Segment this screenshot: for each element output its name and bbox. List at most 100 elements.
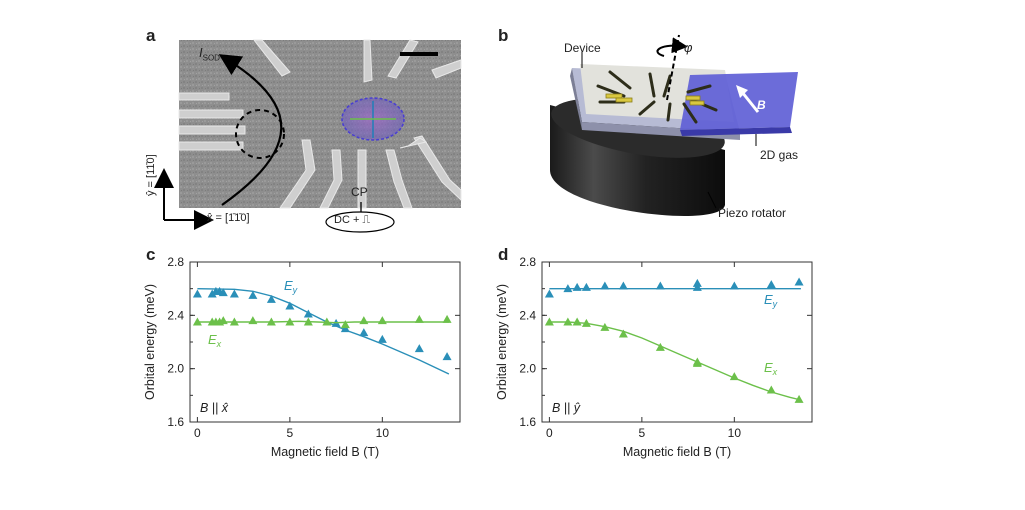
chart-c: 0 5 10 1.6 2.0 2.4 2.8 Magnetic field B (T) Orbi… (143, 255, 461, 459)
series-label-ey: Ey (284, 278, 298, 295)
data-point-ex (563, 317, 573, 326)
data-point-ey (692, 282, 702, 291)
panel-letter-b: b (498, 26, 509, 45)
b-label: B (757, 98, 766, 112)
scale-bar (400, 52, 438, 56)
data-point-ex (600, 322, 610, 331)
x-axis-label: Magnetic field B (T) (271, 445, 379, 459)
panel-letter-a: a (146, 26, 156, 45)
data-point-ex (377, 316, 387, 325)
field-direction-annotation: B || x̂ (200, 401, 229, 415)
data-point-ex (794, 394, 804, 403)
data-point-ey (414, 344, 424, 353)
y-tick-label: 2.8 (519, 255, 536, 269)
data-point-ey (285, 301, 295, 310)
panel-b-illustration (550, 34, 798, 217)
panel-a-micrograph (154, 39, 462, 233)
gas-label: 2D gas (760, 148, 799, 162)
y-tick-label: 2.0 (519, 362, 536, 376)
data-point-ey (572, 282, 582, 291)
data-point-ex (729, 372, 739, 381)
data-point-ex (581, 318, 591, 327)
gate-electrodes (178, 39, 462, 209)
rotation-arrow (656, 37, 688, 57)
data-point-ey (303, 309, 313, 318)
plot-frame (189, 261, 461, 423)
data-point-ex (285, 317, 295, 326)
x-tick-label: 5 (639, 426, 646, 440)
data-point-ey (442, 352, 452, 361)
data-point-ex (340, 320, 350, 329)
dc-pulse-source (325, 211, 395, 233)
data-point-ey (248, 290, 258, 299)
y-tick-label: 1.6 (519, 415, 536, 429)
sem-background (179, 40, 461, 208)
x-tick-label: 0 (194, 426, 201, 440)
fit-line-ex (549, 321, 802, 401)
data-point-ex (414, 314, 424, 323)
y-tick-label: 1.6 (167, 415, 184, 429)
x-tick-label: 10 (728, 426, 742, 440)
y-tick-label: 2.0 (167, 362, 184, 376)
cp-label: CP (351, 185, 368, 199)
data-point-ex (218, 316, 228, 325)
current-arc (218, 54, 283, 206)
data-point-ey (229, 289, 239, 298)
data-point-ex (442, 314, 452, 323)
sod-circle (235, 109, 285, 159)
y-axis-label: Orbital energy (meV) (143, 284, 157, 400)
data-point-ex (572, 317, 582, 326)
data-point-ex (692, 358, 702, 367)
data-point-ey (544, 289, 554, 298)
dc-pulse-label: DC + ⎍ (334, 214, 371, 226)
data-point-ey (192, 289, 202, 298)
fit-line-ey (197, 288, 450, 375)
data-point-ex (544, 317, 554, 326)
data-point-ex (229, 317, 239, 326)
phi-label: φ (684, 40, 693, 55)
panel-letter-d: d (498, 245, 509, 264)
rotator-label: Piezo rotator (718, 206, 787, 220)
x-axis-label: Magnetic field B (T) (623, 445, 731, 459)
b-field-arrow (740, 91, 760, 113)
data-point-ex (618, 329, 628, 338)
data-point-ey (766, 280, 776, 289)
data-point-ex (248, 316, 258, 325)
series-label-ex: Ex (208, 332, 222, 349)
data-point-ey (581, 282, 591, 291)
y-tick-label: 2.8 (167, 255, 184, 269)
series-label-ex: Ex (764, 360, 778, 377)
x-axis-label: x̂ = [1̄1̄0] (207, 212, 250, 224)
series-label-ey: Ey (764, 292, 778, 309)
data-point-ey (618, 281, 628, 290)
data-point-ey (266, 294, 276, 303)
x-tick-label: 5 (287, 426, 294, 440)
data-point-ey (377, 334, 387, 343)
device-label: Device (564, 41, 601, 55)
data-point-ey (563, 284, 573, 293)
y-axis-label: ŷ = [11̄0] (145, 154, 157, 196)
x-tick-label: 10 (376, 426, 390, 440)
data-point-ex (266, 317, 276, 326)
data-point-ex (303, 317, 313, 326)
data-point-ey (729, 281, 739, 290)
rotation-axis (666, 34, 680, 101)
panel-letter-c: c (146, 245, 156, 264)
data-point-ex (766, 385, 776, 394)
field-direction-annotation: B || ŷ (552, 401, 581, 415)
data-point-ey (794, 277, 804, 286)
data-point-ex (192, 317, 202, 326)
data-point-ey (218, 288, 228, 297)
x-tick-label: 0 (546, 426, 553, 440)
y-axis-label: Orbital energy (meV) (495, 284, 509, 400)
y-tick-label: 2.4 (519, 308, 536, 322)
data-point-ex (322, 317, 332, 326)
current-label: ISOD (199, 45, 220, 63)
y-tick-label: 2.4 (167, 308, 184, 322)
data-point-ey (359, 328, 369, 337)
data-point-ex (655, 342, 665, 351)
chart-d: 0 5 10 1.6 2.0 2.4 2.8 Magnetic field B (T) Orbi… (495, 255, 813, 459)
data-point-ex (359, 316, 369, 325)
data-point-ey (600, 281, 610, 290)
data-point-ey (655, 281, 665, 290)
